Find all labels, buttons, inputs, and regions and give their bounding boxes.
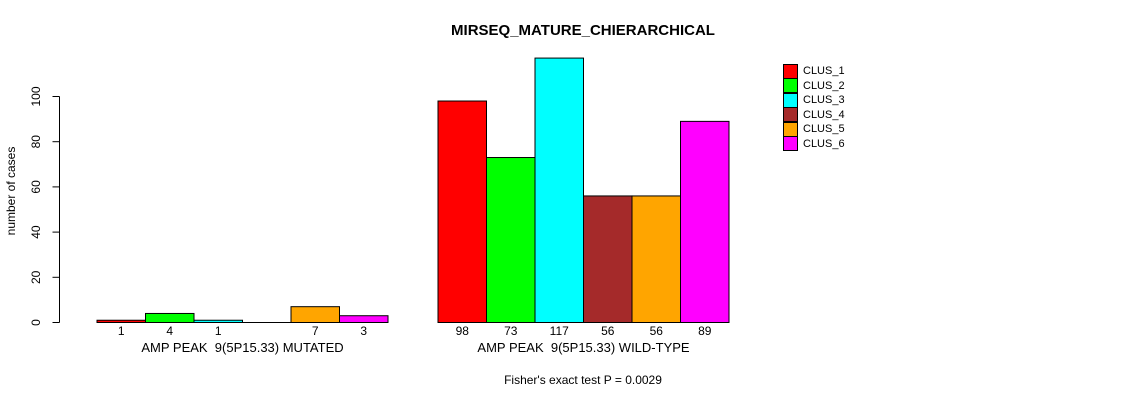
legend: CLUS_1 CLUS_2 CLUS_3 CLUS_4 CLUS_5 CLUS_6 — [783, 63, 845, 152]
bar-clus_2 — [145, 312, 195, 323]
legend-swatch — [783, 136, 798, 152]
legend-item: CLUS_4 — [783, 107, 845, 123]
y-tick-label: 60 — [29, 180, 43, 194]
legend-item: CLUS_5 — [783, 121, 845, 137]
bar-clus_1 — [437, 100, 487, 323]
y-tick-label: 0 — [29, 319, 43, 326]
bar-value-label: 4 — [166, 324, 173, 338]
bar-value-label: 56 — [650, 324, 664, 338]
bar-value-label: 117 — [550, 324, 569, 338]
legend-item: CLUS_1 — [783, 63, 845, 79]
bar-clus_3 — [193, 319, 243, 323]
bar-value-label: 98 — [456, 324, 470, 338]
bar-clus_6 — [680, 120, 730, 323]
bar-value-label: 56 — [601, 324, 615, 338]
group-label: AMP PEAK 9(5P15.33) WILD-TYPE — [477, 340, 689, 355]
legend-label: CLUS_4 — [803, 108, 845, 121]
y-tick-label: 80 — [29, 135, 43, 149]
bar-value-label: 73 — [504, 324, 518, 338]
y-tick-label: 100 — [29, 86, 43, 106]
bar-value-label: 89 — [698, 324, 712, 338]
bar-clus_3 — [534, 57, 584, 324]
bar-value-label: 7 — [312, 324, 319, 338]
y-tick-label: 40 — [29, 225, 43, 239]
legend-label: CLUS_5 — [803, 123, 845, 136]
bar-clus_4 — [583, 195, 633, 323]
bar-clus_6 — [339, 315, 389, 324]
legend-swatch — [783, 63, 798, 79]
legend-label: CLUS_1 — [803, 65, 845, 78]
bar-value-label: 1 — [215, 324, 222, 338]
bar-value-label: 1 — [118, 324, 125, 338]
legend-item: CLUS_2 — [783, 78, 845, 94]
y-tick-label: 20 — [29, 270, 43, 284]
pvalue-annotation: Fisher's exact test P = 0.0029 — [504, 373, 662, 387]
bar-clus_2 — [486, 157, 536, 323]
bar-clus_1 — [96, 319, 146, 323]
legend-label: CLUS_3 — [803, 94, 845, 107]
legend-label: CLUS_2 — [803, 79, 845, 92]
legend-item: CLUS_3 — [783, 92, 845, 108]
bar-value-label: 3 — [360, 324, 367, 338]
group-label: AMP PEAK 9(5P15.33) MUTATED — [141, 340, 343, 355]
legend-swatch — [783, 92, 798, 108]
legend-label: CLUS_6 — [803, 137, 845, 150]
chart-title: MIRSEQ_MATURE_CHIERARCHICAL — [451, 22, 715, 39]
legend-swatch — [783, 78, 798, 94]
bar-clus_5 — [290, 306, 340, 323]
bar-clus_5 — [631, 195, 681, 323]
legend-swatch — [783, 121, 798, 137]
legend-swatch — [783, 107, 798, 123]
legend-item: CLUS_6 — [783, 136, 845, 152]
